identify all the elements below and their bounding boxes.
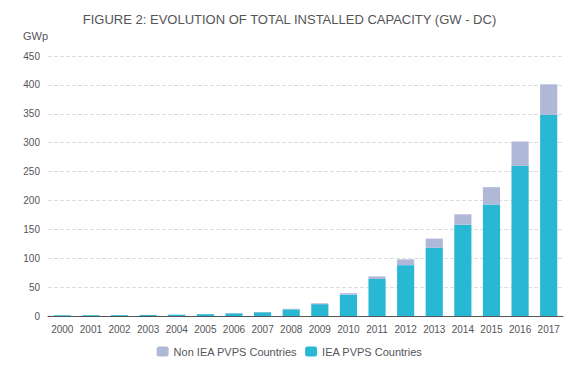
svg-text:2007: 2007	[251, 324, 274, 335]
svg-text:2012: 2012	[395, 324, 418, 335]
svg-text:100: 100	[23, 253, 40, 264]
svg-text:350: 350	[23, 108, 40, 119]
svg-text:IEA PVPS Countries: IEA PVPS Countries	[322, 346, 422, 358]
svg-text:200: 200	[23, 195, 40, 206]
svg-text:450: 450	[23, 51, 40, 62]
svg-text:2003: 2003	[137, 324, 160, 335]
svg-text:2013: 2013	[423, 324, 446, 335]
svg-text:0: 0	[34, 311, 40, 322]
svg-text:GWp: GWp	[23, 30, 48, 42]
svg-text:300: 300	[23, 137, 40, 148]
svg-text:2000: 2000	[51, 324, 74, 335]
svg-text:2010: 2010	[337, 324, 360, 335]
svg-text:2004: 2004	[166, 324, 189, 335]
svg-text:2014: 2014	[452, 324, 475, 335]
svg-text:Non IEA PVPS Countries: Non IEA PVPS Countries	[174, 346, 297, 358]
svg-text:2016: 2016	[509, 324, 532, 335]
svg-text:2011: 2011	[366, 324, 388, 335]
svg-text:250: 250	[23, 166, 40, 177]
svg-text:2008: 2008	[280, 324, 303, 335]
svg-text:2017: 2017	[538, 324, 561, 335]
svg-text:2001: 2001	[80, 324, 103, 335]
svg-text:2002: 2002	[108, 324, 131, 335]
svg-text:2015: 2015	[480, 324, 503, 335]
svg-text:150: 150	[23, 224, 40, 235]
svg-text:400: 400	[23, 79, 40, 90]
svg-text:FIGURE 2: EVOLUTION OF TOTAL I: FIGURE 2: EVOLUTION OF TOTAL INSTALLED C…	[83, 12, 496, 27]
svg-text:2009: 2009	[309, 324, 332, 335]
svg-text:50: 50	[29, 282, 41, 293]
svg-text:2005: 2005	[194, 324, 217, 335]
svg-text:2006: 2006	[223, 324, 246, 335]
